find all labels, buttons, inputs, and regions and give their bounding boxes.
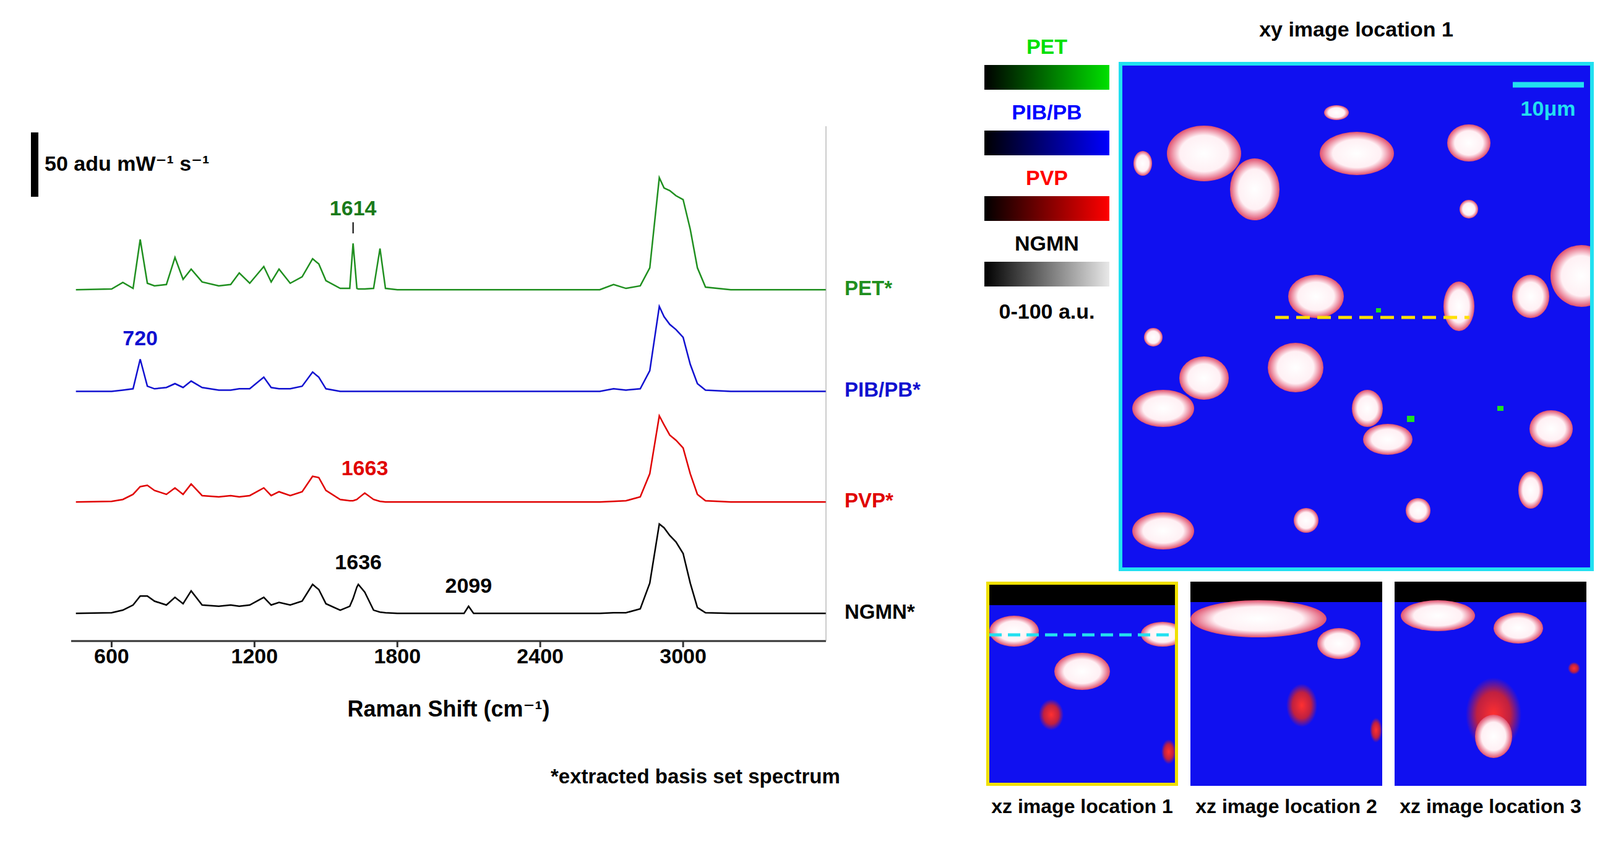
svg-text:1800: 1800 [373,644,421,668]
svg-text:2099: 2099 [445,573,493,598]
svg-text:1663: 1663 [341,455,389,480]
html-text:xz image location 2: xz image location 2 [1195,795,1378,818]
html-text:*extracted basis set spectrum: *extracted basis set spectrum [550,764,841,788]
svg-text:Raman Shift (cm⁻¹): Raman Shift (cm⁻¹) [347,696,550,722]
svg-text:1200: 1200 [231,644,279,668]
svg-text:PIB/PB*: PIB/PB* [844,378,921,401]
svg-text:PET*: PET* [844,276,893,300]
svg-text:PVP*: PVP* [844,488,894,512]
svg-text:1636: 1636 [334,550,382,574]
svg-text:3000: 3000 [659,644,707,668]
html-text:PVP: PVP [1025,165,1068,190]
html-text:0-100 a.u.: 0-100 a.u. [998,299,1095,323]
html-text:xz image location 1: xz image location 1 [991,795,1173,818]
svg-text:NGMN*: NGMN* [844,600,916,624]
svg-text:2400: 2400 [516,644,564,668]
html-text:xz image location 3: xz image location 3 [1399,795,1582,818]
html-text:NGMN: NGMN [1014,231,1079,255]
svg-text:1614: 1614 [329,196,377,220]
svg-text:720: 720 [122,326,158,350]
html-text:50 adu mW⁻¹ s⁻¹: 50 adu mW⁻¹ s⁻¹ [44,151,210,176]
html-text:PIB/PB: PIB/PB [1011,100,1082,124]
svg-text:10μm: 10μm [1520,96,1576,121]
html-text:xy image location 1: xy image location 1 [1259,17,1454,41]
html-text:PET: PET [1026,34,1068,59]
svg-text:600: 600 [94,644,130,668]
